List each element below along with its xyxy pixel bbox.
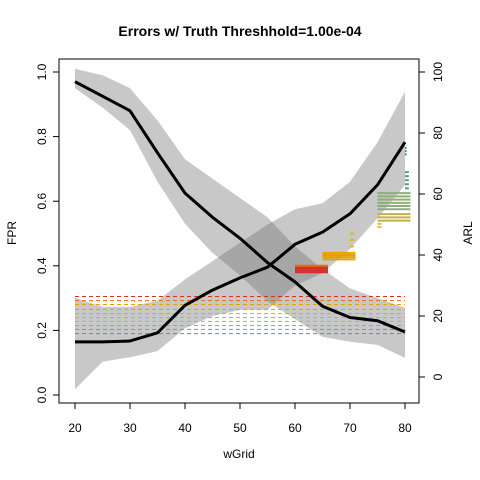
- y-right-tick-label-1: 20: [431, 309, 445, 323]
- y-left-tick-label-2: 0.4: [35, 257, 49, 274]
- y-right-tick-label-5: 100: [431, 62, 445, 82]
- y-left-tick-label-1: 0.2: [35, 322, 49, 339]
- x-tick-label-5: 70: [343, 421, 357, 435]
- y-right-tick-label-4: 80: [431, 126, 445, 140]
- x-tick-label-0: 20: [68, 421, 82, 435]
- y-left-tick-label-4: 0.8: [35, 128, 49, 145]
- x-axis-label: wGrid: [222, 447, 254, 461]
- left-axis-label: FPR: [5, 221, 19, 245]
- right-axis-label: ARL: [461, 221, 475, 245]
- x-tick-label-2: 40: [178, 421, 192, 435]
- y-right-tick-label-0: 0: [431, 373, 445, 380]
- y-left-tick-label-5: 1.0: [35, 63, 49, 80]
- plot-area: [75, 69, 411, 389]
- y-right-tick-label-3: 60: [431, 187, 445, 201]
- x-tick-label-6: 80: [398, 421, 412, 435]
- chart-title: Errors w/ Truth Threshhold=1.00e-04: [118, 23, 361, 39]
- y-right-tick-label-2: 40: [431, 248, 445, 262]
- y-left-tick-label-0: 0.0: [35, 386, 49, 403]
- y-left-tick-label-3: 0.6: [35, 193, 49, 210]
- x-tick-label-1: 30: [123, 421, 137, 435]
- x-tick-label-4: 60: [288, 421, 302, 435]
- x-tick-label-3: 50: [233, 421, 247, 435]
